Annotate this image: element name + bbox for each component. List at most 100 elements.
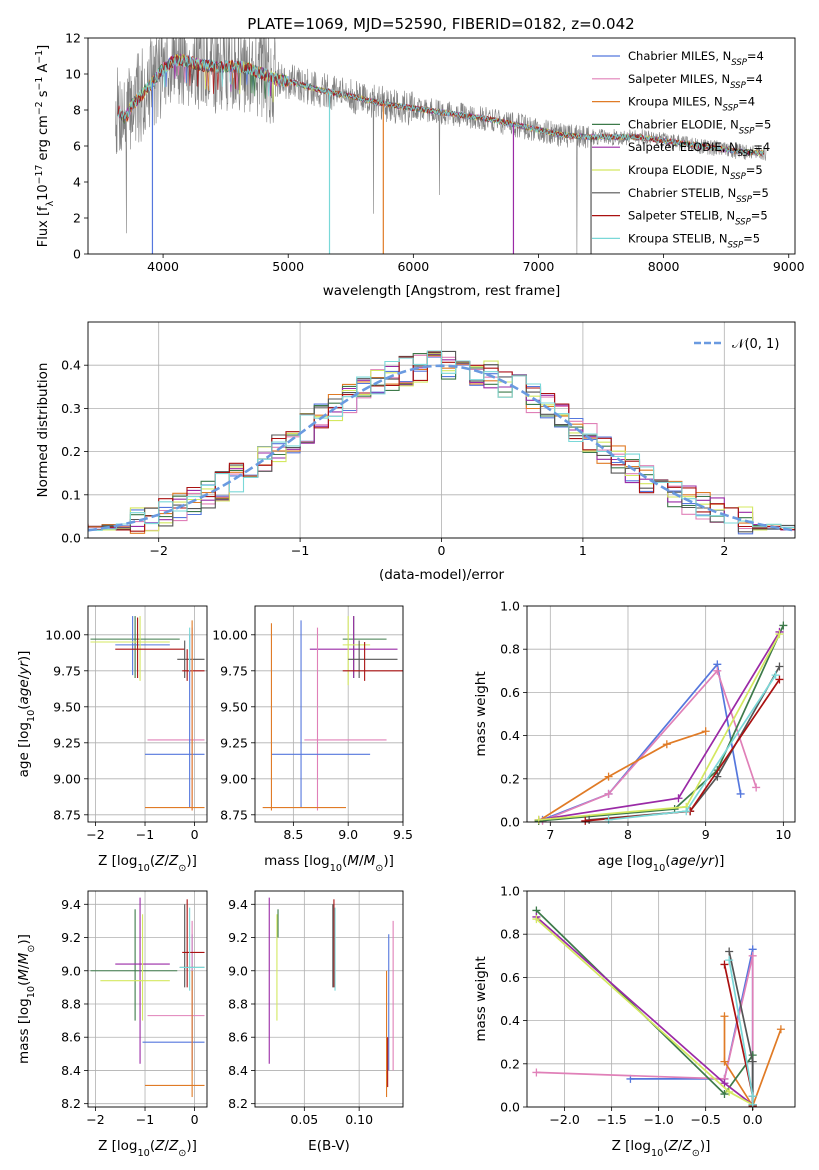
- mass-vs-z-ytick-label: 9.2: [61, 930, 81, 945]
- weight-vs-age-xtick-label: 10: [775, 827, 791, 842]
- spectrum-legend-label: Chabrier ELODIE, NSSP=5: [628, 117, 771, 136]
- age-vs-z-axes-frame: [87, 605, 208, 823]
- weight-vs-z-xlabel: Z [log10(Z/Z⊙)]: [612, 1138, 711, 1159]
- residuals-plot-area: [88, 350, 795, 535]
- spectrum-ytick-label: 10: [65, 67, 81, 82]
- spectrum-legend-label: Kroupa STELIB, NSSP=5: [628, 231, 760, 250]
- weight-vs-age-point-marker: [581, 816, 590, 825]
- age-vs-z-ytick-label: 8.75: [53, 807, 81, 822]
- spectrum-legend-label: Kroupa MILES, NSSP=4: [628, 95, 755, 114]
- weight-vs-age-point-marker: [713, 772, 722, 781]
- weight-vs-age-ylabel: mass weight: [473, 671, 489, 756]
- residuals-ytick-label: 0.3: [61, 401, 81, 416]
- weight-vs-z-point-marker: [720, 1012, 729, 1021]
- weight-vs-age-series-line: [538, 633, 781, 821]
- weight-vs-z-ytick-label: 0.6: [500, 970, 520, 985]
- mass-vs-ebv-ytick-label: 9.4: [228, 897, 248, 912]
- weight-vs-z-ytick-label: 0.8: [500, 927, 520, 942]
- weight-vs-z-point-marker: [725, 1087, 734, 1096]
- age-vs-z-xlabel: Z [log10(Z/Z⊙)]: [98, 853, 197, 874]
- figure-title: PLATE=1069, MJD=52590, FIBERID=0182, z=0…: [247, 15, 634, 33]
- mass-vs-ebv-ytick-label: 9.2: [228, 930, 248, 945]
- residuals-ytick-label: 0.0: [61, 531, 81, 546]
- weight-vs-age-point-marker: [604, 815, 613, 824]
- weight-vs-age-point-marker: [736, 789, 745, 798]
- spectrum-ylabel: Flux [fλ10−17 erg cm−2 s−1 A−1]: [34, 45, 56, 247]
- weight-vs-z-ytick-label: 0.4: [500, 1013, 520, 1028]
- spectrum-legend-label: Kroupa ELODIE, NSSP=5: [628, 163, 763, 182]
- weight-vs-age-point-marker: [752, 783, 761, 792]
- residuals-ytick-label: 0.4: [61, 358, 81, 373]
- mass-vs-z-xtick-label: −2: [86, 1112, 104, 1127]
- residuals-histogram-step: [88, 350, 795, 531]
- weight-vs-z-point-marker: [720, 1090, 729, 1099]
- weight-vs-age-point-marker: [604, 789, 613, 798]
- weight-vs-age-point-marker: [662, 740, 671, 749]
- spectrum-xtick-label: 6000: [397, 259, 429, 274]
- weight-vs-age-axes-frame: [526, 605, 796, 823]
- spectrum-ytick-label: 12: [65, 31, 81, 46]
- age-vs-mass-xtick-label: 9.5: [393, 827, 413, 842]
- weight-vs-z-point-marker: [720, 960, 729, 969]
- age-vs-mass-xtick-label: 9.0: [338, 827, 358, 842]
- weight-vs-age-series-line: [538, 730, 706, 822]
- spectrum-ytick-label: 8: [73, 103, 81, 118]
- weight-vs-z-point-marker: [748, 951, 757, 960]
- residuals-xlabel: (data-model)/error: [379, 567, 505, 583]
- age-vs-z-ytick-label: 9.50: [53, 699, 81, 714]
- age-vs-z-ytick-label: 9.25: [53, 735, 81, 750]
- mass-vs-ebv-axes-frame: [254, 890, 404, 1108]
- residuals-xtick-label: 2: [720, 543, 728, 558]
- age-vs-z-ylabel: age [log10(age/yr)]: [16, 651, 37, 778]
- weight-vs-age-point-marker: [682, 807, 691, 816]
- weight-vs-z-ylabel: mass weight: [473, 956, 489, 1041]
- mass-vs-ebv-ytick-label: 8.8: [228, 996, 248, 1011]
- weight-vs-age-ytick-label: 0.4: [500, 728, 520, 743]
- weight-vs-age-point-marker: [771, 671, 780, 680]
- spectrum-xtick-label: 9000: [773, 259, 805, 274]
- spectrum-model-line: [117, 53, 764, 158]
- weight-vs-age-series-line: [589, 666, 781, 821]
- weight-vs-z-point-marker: [720, 1079, 729, 1088]
- mass-vs-z-xtick-label: −1: [136, 1112, 154, 1127]
- mass-vs-ebv-xtick-label: 0.05: [290, 1112, 318, 1127]
- age-vs-mass-ytick-label: 8.75: [220, 807, 248, 822]
- weight-vs-z-xtick-label: −1.5: [596, 1112, 626, 1127]
- residuals-xtick-label: 1: [579, 543, 587, 558]
- mass-vs-z-ytick-label: 8.8: [61, 996, 81, 1011]
- age-vs-mass-ytick-label: 9.25: [220, 735, 248, 750]
- weight-vs-age-point-marker: [604, 772, 613, 781]
- weight-vs-age-series-line: [585, 678, 781, 822]
- weight-vs-age-ytick-label: 1.0: [500, 599, 520, 614]
- weight-vs-z-axes-frame: [526, 890, 796, 1108]
- weight-vs-z-xtick-label: −0.5: [690, 1112, 720, 1127]
- spectrum-legend-label: Chabrier MILES, NSSP=4: [628, 49, 764, 68]
- residuals-ytick-label: 0.1: [61, 487, 81, 502]
- spectrum-legend-label: Salpeter ELODIE, NSSP=4: [628, 140, 770, 159]
- spectrum-plot-area: [115, 38, 767, 254]
- spectrum-xtick-label: 4000: [147, 259, 179, 274]
- weight-vs-age-ytick-label: 0.0: [500, 815, 520, 830]
- weight-vs-z-point-marker: [748, 1057, 757, 1066]
- weight-vs-age-ytick-label: 0.6: [500, 685, 520, 700]
- residuals-xtick-label: −2: [149, 543, 167, 558]
- age-vs-z-xtick-label: −1: [136, 827, 154, 842]
- weight-vs-z-point-marker: [776, 1025, 785, 1034]
- mass-vs-z-ytick-label: 8.2: [61, 1096, 81, 1111]
- spectrum-ytick-label: 0: [73, 247, 81, 262]
- spectrum-legend-label: Chabrier STELIB, NSSP=5: [628, 186, 769, 205]
- spectrum-xlabel: wavelength [Angstrom, rest frame]: [323, 283, 561, 299]
- spectrum-legend-label: Salpeter MILES, NSSP=4: [628, 72, 763, 91]
- weight-vs-age-point-marker: [701, 727, 710, 736]
- weight-vs-z-point-marker: [720, 1057, 729, 1066]
- age-vs-z-ytick-label: 9.75: [53, 663, 81, 678]
- mass-vs-z-axes-frame: [87, 890, 208, 1108]
- weight-vs-age-series-line: [538, 631, 781, 821]
- spectrum-xtick-label: 7000: [523, 259, 555, 274]
- weight-vs-z-point-marker: [748, 1092, 757, 1101]
- spectrum-ytick-label: 4: [73, 175, 81, 190]
- weight-vs-age-point-marker: [713, 666, 722, 675]
- residuals-xtick-label: 0: [438, 543, 446, 558]
- spectrum-model-line: [117, 55, 764, 156]
